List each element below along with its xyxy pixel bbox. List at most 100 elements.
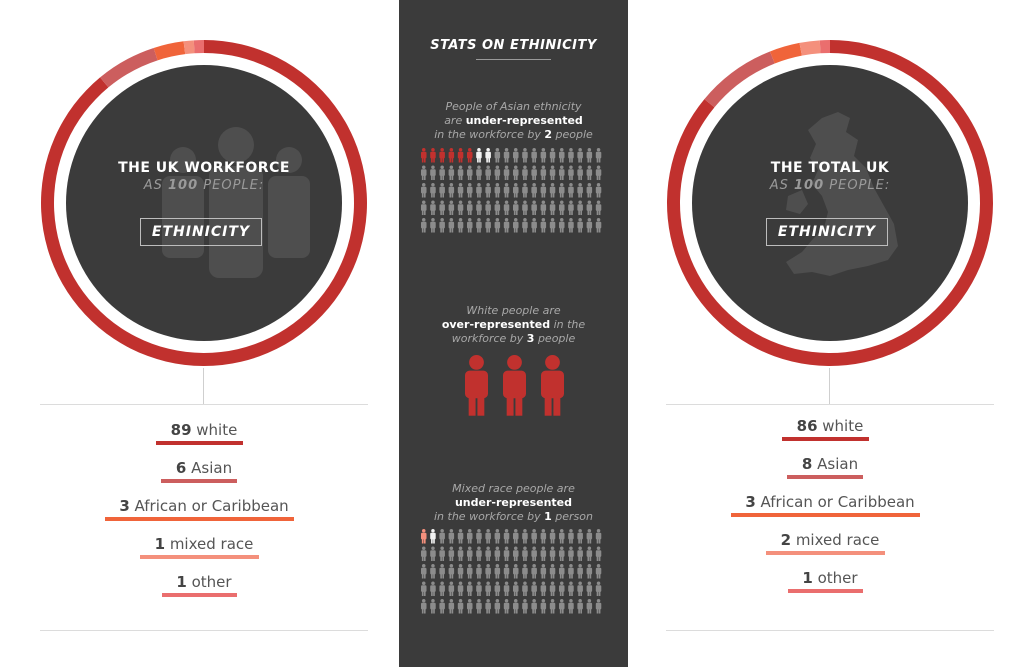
person-icon (577, 599, 583, 614)
person-icon (549, 148, 556, 163)
person-icon (540, 200, 547, 216)
person-icon (476, 581, 482, 597)
person-icon (595, 599, 602, 614)
person-icon (522, 218, 528, 233)
donut-slice-mixed-race (183, 40, 195, 55)
legend-swatch (104, 517, 294, 521)
person-icon (540, 148, 547, 163)
legend-category: African or Caribbean (129, 497, 289, 515)
person-icon (485, 564, 491, 579)
person-icon (540, 529, 547, 544)
person-icon (485, 218, 491, 233)
person-icon (559, 200, 565, 216)
marked-person-icon (476, 148, 482, 163)
legend-value: 8 (801, 455, 813, 473)
person-icon (457, 218, 464, 233)
white-line-2: over-represented in the (399, 318, 628, 332)
person-icon (439, 165, 445, 181)
ethnicity-tag: ETHINICITY (766, 218, 888, 246)
person-icon (448, 200, 455, 216)
legend-value: 1 (802, 569, 813, 587)
legend-swatch (161, 593, 237, 597)
person-icon (559, 581, 565, 597)
person-icon (595, 200, 602, 216)
person-icon (540, 183, 547, 198)
legend-bottom-divider (666, 630, 994, 631)
person-icon (439, 183, 445, 198)
legend-swatch (787, 589, 863, 593)
marked-person-icon (485, 148, 491, 163)
person-icon (421, 165, 427, 181)
workforce-donut-chart (40, 40, 367, 366)
person-icon (559, 183, 565, 198)
person-icon (513, 546, 519, 562)
legend-category: other (186, 573, 232, 591)
person-icon (448, 599, 455, 614)
person-icon (503, 599, 510, 614)
person-icon (485, 529, 491, 544)
person-icon (595, 581, 602, 597)
person-icon (522, 148, 528, 163)
legend-value: 3 (745, 493, 756, 511)
person-icon (494, 183, 501, 198)
person-icon (540, 165, 547, 181)
legend-label: 8 Asian (787, 455, 863, 481)
person-icon (494, 546, 501, 562)
mixed-line-2-bold: under-represented (454, 496, 573, 509)
person-icon (586, 564, 593, 579)
legend-swatch (781, 437, 869, 441)
subtitle-suffix: PEOPLE: (198, 178, 265, 193)
legend-item: 1 other (36, 572, 372, 610)
person-icon (439, 564, 445, 579)
legend-item: 3 African or Caribbean (662, 492, 998, 530)
person-icon (494, 564, 501, 579)
legend-item: 1 mixed race (36, 534, 372, 572)
legend-category: white (817, 417, 864, 435)
asian-line-2-bold: under-represented (465, 114, 583, 127)
mixed-pictogram-grid (421, 529, 602, 614)
person-icon (531, 183, 537, 198)
legend-category: mixed race (791, 531, 880, 549)
person-icon (476, 218, 482, 233)
person-icon (476, 165, 482, 181)
connector-line (829, 368, 830, 404)
person-icon (448, 165, 455, 181)
person-icon (494, 529, 501, 544)
person-icon (494, 599, 501, 614)
person-icon (577, 148, 583, 163)
person-icon (568, 546, 574, 562)
person-icon (531, 165, 537, 181)
stats-title-underline (476, 59, 551, 60)
donut-slice-asian (100, 47, 158, 88)
legend-label: 86 white (781, 417, 869, 443)
legend-category: African or Caribbean (755, 493, 915, 511)
person-icon (577, 200, 583, 216)
legend-label: 1 other (787, 569, 863, 595)
total-uk-panel: THE TOTAL UK AS 100 PEOPLE: ETHINICITY 8… (662, 0, 998, 667)
person-icon (540, 218, 547, 233)
legend-label: 89 white (155, 421, 243, 447)
person-icon (430, 183, 436, 198)
mixed-line-3-post: person (551, 510, 593, 523)
legend-label: 6 Asian (161, 459, 237, 485)
donut-segments (40, 40, 367, 366)
person-icon (494, 165, 501, 181)
person-icon (503, 564, 510, 579)
legend-item: 86 white (662, 416, 998, 454)
person-icon (531, 599, 537, 614)
highlighted-person-icon (467, 148, 473, 163)
stats-panel: STATS ON ETHINICITY People of Asian ethn… (399, 0, 628, 667)
workforce-subtitle: AS 100 PEOPLE: (36, 178, 372, 193)
mixed-line-3-num: 1 (544, 510, 552, 523)
legend-value: 1 (176, 573, 187, 591)
white-figures (465, 355, 564, 416)
person-icon (595, 546, 602, 562)
person-icon (549, 183, 556, 198)
legend-label: 2 mixed race (765, 531, 885, 557)
person-icon (421, 581, 427, 597)
white-line-1: White people are (466, 304, 561, 317)
legend-swatch (155, 441, 243, 445)
total-uk-legend: 86 white 8 Asian 3 African or Caribbean 2 m… (662, 416, 998, 606)
legend-item: 6 Asian (36, 458, 372, 496)
legend-swatch (787, 475, 863, 479)
